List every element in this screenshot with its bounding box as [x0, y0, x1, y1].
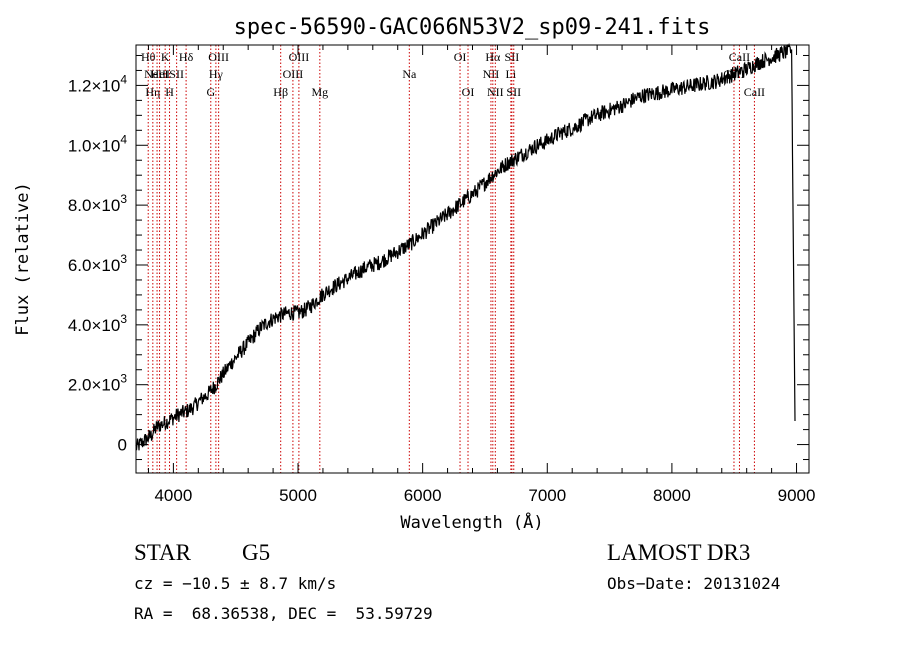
sky-coordinates: RA = 68.36538, DEC = 53.59729: [134, 604, 433, 623]
y-tick-exponent-3: 3: [120, 252, 127, 266]
y-tick-exponent-2: 3: [120, 312, 127, 326]
x-tick-label-3: 7000: [528, 486, 566, 505]
y-tick-exponent-6: 4: [120, 72, 127, 86]
spectral-line-label-20: NII: [487, 85, 504, 99]
y-axis: 02.0×1034.0×1036.0×1038.0×1031.0×1041.2×…: [68, 54, 809, 461]
spectral-line-label-23: SII: [506, 85, 521, 99]
y-tick-mantissa-3: 6.0×10: [68, 256, 120, 275]
y-tick-exponent-5: 4: [120, 132, 127, 146]
spectral-line-label-3: HeI: [151, 67, 169, 81]
y-tick-label-4: 8.0×103: [68, 192, 127, 215]
spectral-line-label-15: Na: [402, 67, 417, 81]
y-tick-label-5: 1.0×104: [68, 132, 127, 155]
spectral-line-label-26: CaII: [744, 85, 765, 99]
survey-name: LAMOST DR3: [607, 540, 751, 565]
y-tick-mantissa-0: 0: [118, 436, 127, 455]
spectral-line-label-7: Hδ: [179, 50, 194, 64]
spectral-line-label-13: OIII: [289, 50, 310, 64]
spectral-line-label-4: K: [161, 50, 170, 64]
y-tick-exponent-4: 3: [120, 192, 127, 206]
x-tick-label-5: 9000: [778, 486, 816, 505]
spectral-line-label-18: NII: [483, 67, 500, 81]
x-tick-label-0: 4000: [154, 486, 192, 505]
y-tick-mantissa-1: 2.0×10: [68, 376, 120, 395]
y-tick-mantissa-6: 1.2×10: [68, 76, 120, 95]
spectral-line-label-0: Hθ: [141, 50, 156, 64]
object-class: STAR: [134, 540, 191, 565]
spectral-line-label-19: Hα: [485, 50, 501, 64]
spectral-line-label-25: CaII: [729, 50, 750, 64]
y-tick-mantissa-4: 8.0×10: [68, 196, 120, 215]
y-tick-label-6: 1.2×104: [68, 72, 127, 95]
spectral-line-label-17: OI: [462, 85, 475, 99]
plot-frame: [135, 44, 810, 474]
chart-title: spec-56590-GAC066N53V2_sp09-241.fits: [234, 15, 711, 40]
x-tick-label-1: 5000: [279, 486, 317, 505]
spectral-line-label-16: OI: [454, 50, 467, 64]
spectral-line-label-11: Hβ: [273, 85, 288, 99]
object-subclass: G5: [242, 540, 271, 565]
observation-date: Obs−Date: 20131024: [607, 574, 781, 593]
spectral-line-label-2: NeIII: [144, 67, 170, 81]
y-tick-label-2: 4.0×103: [68, 312, 127, 335]
y-tick-mantissa-2: 4.0×10: [68, 316, 120, 335]
spectral-line-label-14: Mg: [311, 85, 328, 99]
spectral-line-label-21: Li: [506, 67, 517, 81]
y-axis-label: Flux (relative): [13, 182, 33, 336]
spectral-line-label-6: SII: [169, 67, 184, 81]
spectral-line-label-1: Hη: [145, 85, 160, 99]
x-tick-label-4: 8000: [653, 486, 691, 505]
y-tick-label-0: 0: [118, 436, 127, 455]
spectral-line-label-12: OIII: [283, 67, 304, 81]
y-tick-exponent-1: 3: [120, 372, 127, 386]
y-tick-label-1: 2.0×103: [68, 372, 127, 395]
spectrum-series-line: [135, 42, 796, 451]
spectral-line-label-22: SII: [505, 50, 520, 64]
y-tick-mantissa-5: 1.0×10: [68, 136, 120, 155]
spectral-line-label-8: G: [206, 85, 215, 99]
x-axis: 4000 5000 6000 7000 8000 9000: [147, 45, 816, 505]
x-axis-label: Wavelength (Å): [400, 511, 543, 533]
y-tick-label-3: 6.0×103: [68, 252, 127, 275]
spectral-line-label-5: H: [165, 85, 174, 99]
spectral-line-label-10: OIII: [208, 50, 229, 64]
redshift-value: cz = −10.5 ± 8.7 km/s: [134, 574, 337, 593]
spectral-line-label-9: Hγ: [209, 67, 224, 81]
x-tick-label-2: 6000: [404, 486, 442, 505]
